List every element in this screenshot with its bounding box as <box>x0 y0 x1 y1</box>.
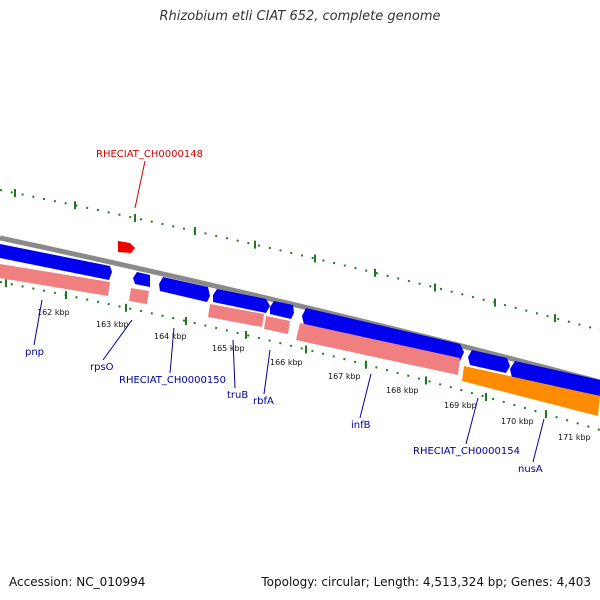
feature-pink-3 <box>208 304 264 327</box>
leader-infB <box>359 373 372 419</box>
accession-text: Accession: NC_010994 <box>9 575 146 589</box>
leader-RHECIAT_CH0000154 <box>465 397 479 445</box>
kbp-label: 169 kbp <box>444 401 477 410</box>
leader-truB <box>232 339 236 389</box>
leader-rpsO <box>102 319 133 361</box>
label-leader-lines <box>33 160 545 463</box>
kbp-label: 163 kbp <box>96 320 129 329</box>
outer-tick-ring <box>0 189 600 331</box>
outer-major-ticks <box>14 189 556 323</box>
feature-pink-2 <box>129 288 149 304</box>
kbp-label: 164 kbp <box>154 332 187 341</box>
gene-RHECIAT_CH0000154[interactable] <box>468 350 510 373</box>
outer-tick-dots <box>0 189 600 331</box>
gene-nusA[interactable] <box>510 361 600 396</box>
gene-RHECIAT_CH0000148[interactable] <box>118 241 135 253</box>
leader-pnp <box>33 299 43 346</box>
kbp-label: 171 kbp <box>558 433 591 442</box>
leader-rbfA <box>263 349 271 395</box>
genome-summary-text: Topology: circular; Length: 4,513,324 bp… <box>261 575 591 589</box>
gene-label-RHECIAT_CH0000154[interactable]: RHECIAT_CH0000154 <box>413 446 520 457</box>
gene-label-pnp[interactable]: pnp <box>25 347 44 358</box>
gene-label-rbfA[interactable]: rbfA <box>253 396 274 407</box>
map-title: Rhizobium etli CIAT 652, complete genome <box>159 9 441 24</box>
kbp-scale-labels: 162 kbp 163 kbp 164 kbp 165 kbp 166 kbp … <box>37 308 591 442</box>
gene-truB[interactable] <box>213 289 270 313</box>
kbp-label: 170 kbp <box>501 417 534 426</box>
gene-label-infB[interactable]: infB <box>351 420 371 431</box>
leader-nusA <box>532 418 545 463</box>
genome-backbone <box>0 235 600 385</box>
kbp-label: 167 kbp <box>328 372 361 381</box>
gene-label-truB[interactable]: truB <box>227 390 248 401</box>
gene-label-rpsO[interactable]: rpsO <box>90 362 114 373</box>
kbp-label: 166 kbp <box>270 358 303 367</box>
feature-pink-4 <box>264 316 290 334</box>
feature-pink-1 <box>0 264 110 296</box>
forward-strand-genes <box>0 244 600 396</box>
gene-label-nusA[interactable]: nusA <box>518 464 543 475</box>
kbp-label: 162 kbp <box>37 308 70 317</box>
reverse-strand-features <box>0 264 600 416</box>
feature-orange <box>462 366 600 416</box>
gene-pnp[interactable] <box>0 244 112 280</box>
feature-pink-5 <box>296 323 460 375</box>
gene-infB[interactable] <box>302 308 464 361</box>
gene-rpsO[interactable] <box>133 272 150 287</box>
gene-label-RHECIAT_CH0000150[interactable]: RHECIAT_CH0000150 <box>119 375 226 386</box>
leader-RHECIAT_CH0000150 <box>169 327 175 374</box>
kbp-label: 165 kbp <box>212 344 245 353</box>
gene-rbfA[interactable] <box>270 301 294 319</box>
gene-RHECIAT_CH0000150[interactable] <box>159 277 210 302</box>
gene-label-RHECIAT_CH0000148[interactable]: RHECIAT_CH0000148 <box>96 149 203 160</box>
kbp-label: 168 kbp <box>386 386 419 395</box>
inner-major-ticks <box>5 279 547 419</box>
gene-labels: RHECIAT_CH0000148 pnp rpsO RHECIAT_CH000… <box>25 149 543 475</box>
leader-RHECIAT_CH0000148 <box>134 160 146 209</box>
